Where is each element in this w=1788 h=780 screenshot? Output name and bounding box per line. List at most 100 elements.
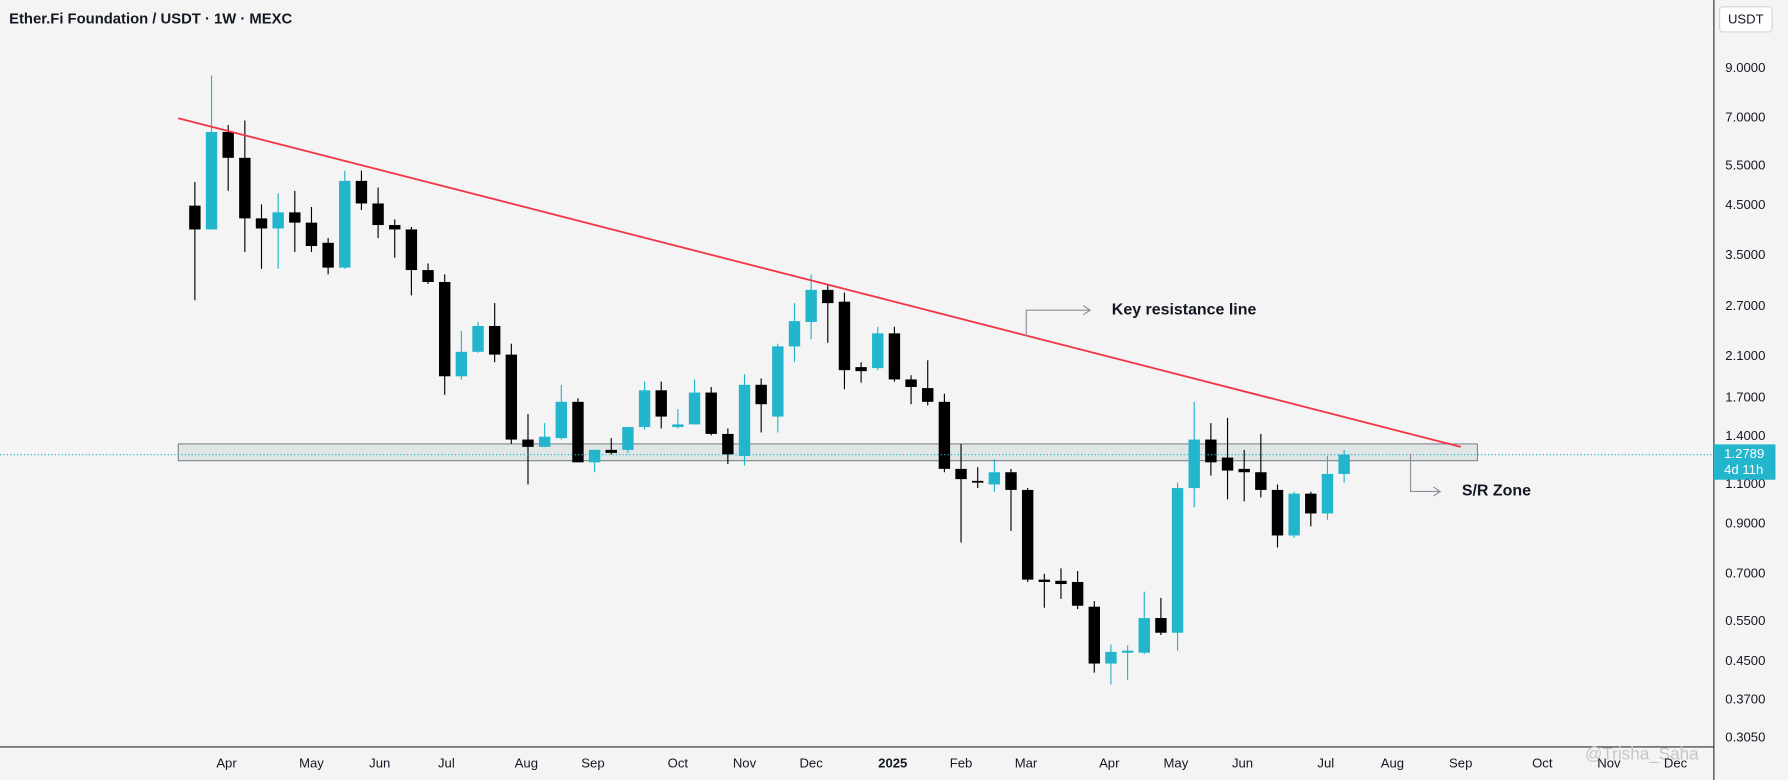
trendline [177, 117, 1461, 448]
candle-body [1171, 488, 1184, 633]
x-tick-label: Jul [438, 755, 455, 770]
candle-body [372, 203, 384, 226]
candle-body [688, 392, 701, 425]
x-tick-label: Dec [799, 755, 823, 770]
last-price-label: 1.2789 [1724, 446, 1764, 461]
x-tick-label: Aug [515, 755, 538, 770]
candle-body [1121, 650, 1134, 653]
candle-body [1055, 580, 1067, 585]
y-tick-label: 2.7000 [1725, 298, 1765, 313]
annotation-arrow [1025, 305, 1092, 337]
candle-body [389, 225, 401, 230]
candle-body [655, 390, 667, 417]
y-tick-label: 0.5500 [1725, 613, 1765, 628]
y-tick-label: 1.4000 [1725, 428, 1765, 443]
x-tick-label: May [1164, 755, 1189, 770]
x-tick-label: Nov [733, 755, 757, 770]
candle-body [1071, 581, 1084, 606]
candle-body [738, 384, 751, 457]
x-tick-label: Sep [581, 755, 604, 770]
y-tick-label: 0.7000 [1725, 565, 1765, 580]
candle-body [205, 131, 218, 230]
candle-body [272, 212, 284, 229]
candle-body [1221, 457, 1234, 471]
candle-body [1088, 606, 1100, 664]
candle-body [955, 468, 967, 480]
x-tick-label: Jun [369, 755, 390, 770]
candle-body [822, 289, 834, 304]
candle-body [605, 449, 617, 453]
candle-body [305, 222, 318, 246]
x-tick-label: Jul [1317, 755, 1334, 770]
y-tick-label: 0.3050 [1725, 730, 1765, 745]
candle-body [522, 439, 534, 447]
candle-body [922, 388, 934, 402]
candle-body [1255, 472, 1267, 490]
x-tick-label: Oct [668, 755, 689, 770]
candle-body [538, 436, 551, 447]
candle-body [905, 379, 917, 387]
candle-body [339, 180, 351, 268]
candle-body [472, 325, 484, 352]
candle-body [1021, 489, 1034, 580]
candle-body [572, 401, 584, 463]
candle-body [888, 333, 901, 380]
candle-body [1005, 472, 1017, 490]
currency-label[interactable]: USDT [1728, 11, 1764, 26]
y-tick-label: 1.7000 [1725, 390, 1765, 405]
x-tick-label: Apr [216, 755, 237, 770]
zone-label: S/R Zone [1462, 483, 1531, 500]
y-tick-label: 2.1000 [1725, 348, 1765, 363]
x-tick-label: Mar [1015, 755, 1038, 770]
currency-box[interactable] [1719, 6, 1773, 33]
x-tick-label: Feb [950, 755, 973, 770]
y-tick-label: 3.5000 [1725, 247, 1765, 262]
candle-body [672, 424, 684, 428]
x-tick-label: Nov [1597, 755, 1621, 770]
candle-body [622, 427, 634, 450]
candle-body [872, 333, 884, 369]
candle-body [838, 301, 851, 371]
x-tick-label: Jun [1232, 755, 1253, 770]
candle-body [1271, 489, 1284, 536]
watermark: @Trisha_Saha [1585, 744, 1699, 763]
candle-body [189, 205, 201, 230]
candle-body [1205, 439, 1217, 463]
candle-body [1188, 439, 1200, 489]
y-tick-label: 0.4500 [1725, 653, 1765, 668]
candle-body [755, 384, 767, 405]
candle-body [1321, 473, 1334, 514]
candle-body [355, 180, 368, 204]
candle-body [1138, 618, 1150, 653]
candle-body [971, 480, 984, 483]
candle-body [222, 131, 234, 158]
candle-body [255, 218, 268, 229]
x-tick-label: 2025 [878, 755, 907, 770]
y-tick-label: 0.3700 [1725, 692, 1765, 707]
last-price-box [1713, 444, 1776, 480]
candle-body [1305, 493, 1317, 514]
candle-body [405, 229, 418, 271]
candle-body [705, 392, 717, 434]
x-tick-label: Sep [1449, 755, 1472, 770]
candle-body [805, 289, 817, 322]
y-tick-label: 4.5000 [1725, 197, 1765, 212]
chart-title: Ether.Fi Foundation / USDT · 1W · MEXC [9, 11, 292, 27]
x-tick-label: Dec [1664, 755, 1688, 770]
candle-body [938, 401, 951, 469]
candle-body [772, 346, 784, 417]
candle-body [505, 354, 518, 440]
plot-area [0, 75, 1714, 685]
candle-body [855, 367, 867, 372]
y-tick-label: 5.5000 [1725, 157, 1765, 172]
candle-body [1105, 651, 1117, 664]
candle-body [988, 472, 1001, 485]
candle-body [1038, 579, 1051, 582]
candle-body [788, 321, 801, 347]
candle-body [239, 157, 251, 219]
x-tick-label: Oct [1532, 755, 1553, 770]
x-tick-label: Aug [1381, 755, 1404, 770]
